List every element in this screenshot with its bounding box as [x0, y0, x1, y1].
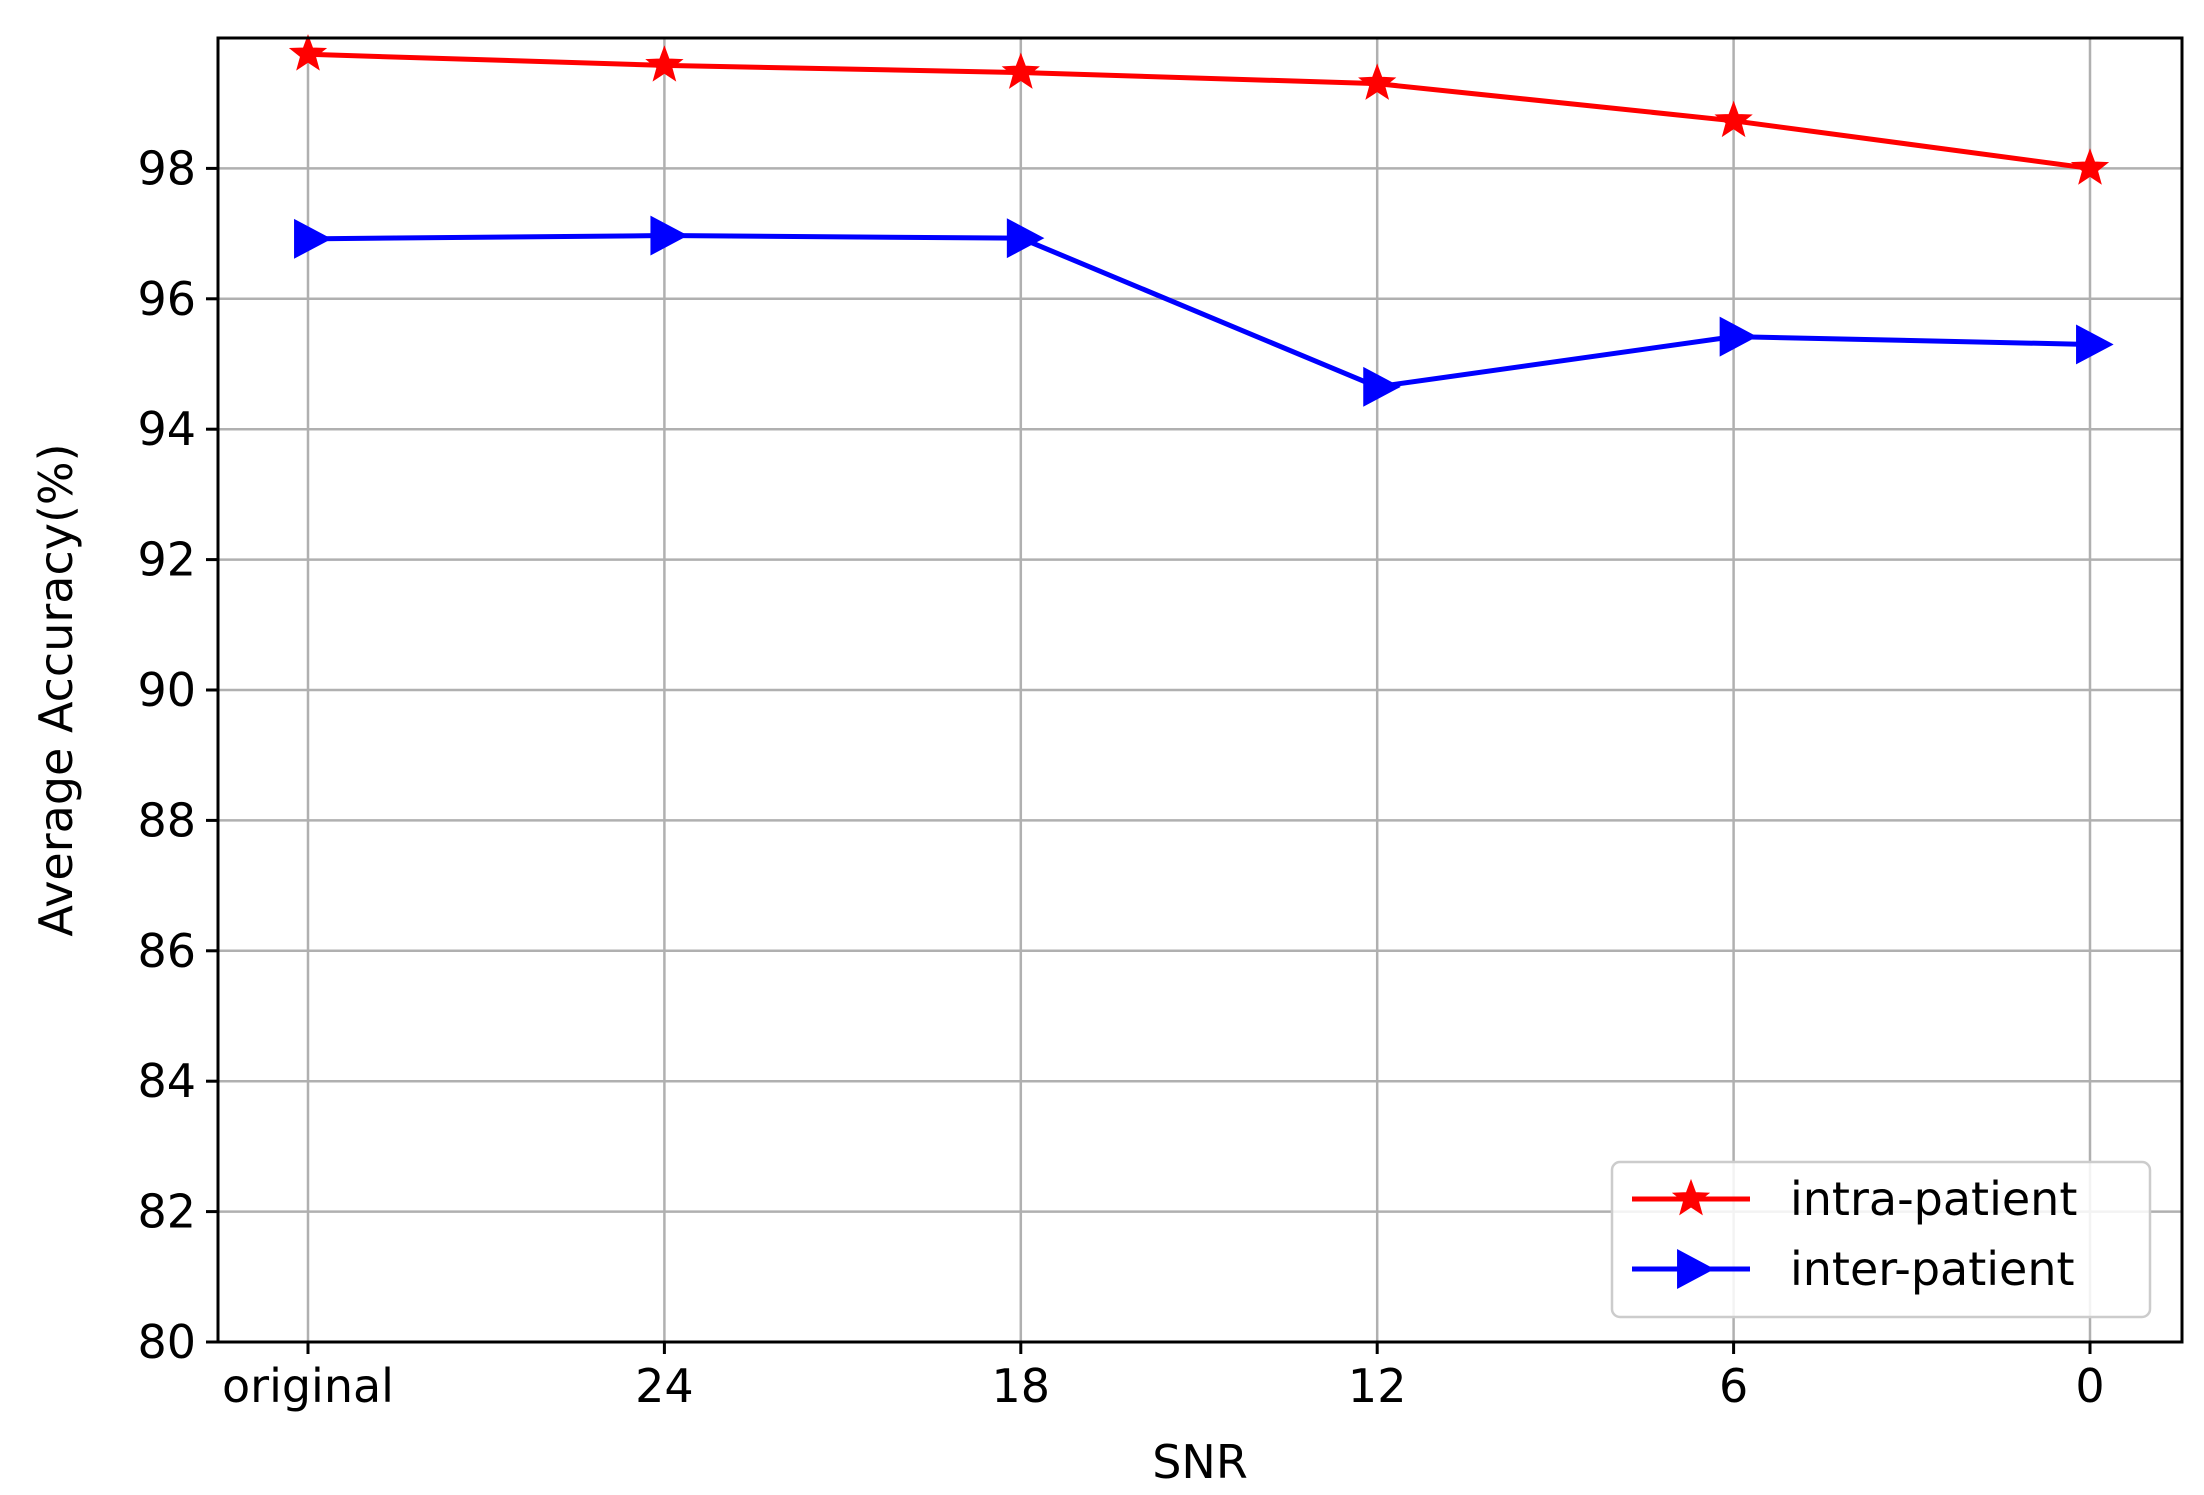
x-tick-label: 24 [635, 1359, 694, 1413]
x-tick-label: 0 [2075, 1359, 2104, 1413]
x-tick-label: 12 [1348, 1359, 1407, 1413]
triangle-marker [294, 218, 332, 259]
y-axis-ticks: 80 82 84 86 88 90 92 94 96 98 [137, 141, 218, 1369]
star-marker [1001, 52, 1040, 89]
y-tick-label: 86 [137, 924, 196, 978]
star-marker [1358, 63, 1397, 100]
x-axis-ticks: original 24 18 12 6 0 [222, 1342, 2105, 1413]
x-axis-label: SNR [1152, 1435, 1248, 1489]
series-line [307, 51, 2091, 171]
star-marker [645, 45, 684, 82]
triangle-marker [1719, 316, 1758, 357]
y-tick-label: 94 [137, 402, 196, 456]
series-inter-patient [294, 215, 2114, 407]
y-axis-label: Average Accuracy(%) [29, 443, 83, 936]
triangle-marker [1677, 1249, 1715, 1289]
series-line [307, 233, 2091, 390]
legend-label: inter-patient [1790, 1242, 2075, 1296]
legend: intra-patient inter-patient [1610, 1160, 2152, 1319]
star-marker [288, 34, 328, 71]
y-tick-label: 82 [137, 1185, 196, 1239]
y-tick-label: 90 [137, 663, 196, 717]
star-marker [1714, 100, 1753, 138]
x-tick-label: original [222, 1359, 394, 1413]
star-marker [2070, 148, 2110, 185]
triangle-marker [1006, 218, 1045, 259]
legend-label: intra-patient [1790, 1172, 2077, 1226]
star-marker [1671, 1178, 1711, 1216]
y-tick-label: 96 [137, 272, 196, 326]
y-tick-label: 92 [137, 533, 196, 587]
grid-lines [218, 38, 2182, 1344]
series-intra-patient [288, 34, 2110, 185]
y-tick-label: 98 [137, 141, 196, 195]
x-tick-label: 6 [1719, 1359, 1748, 1413]
triangle-marker [650, 215, 688, 256]
triangle-marker [2076, 324, 2114, 365]
series-group [288, 34, 2114, 407]
y-tick-label: 88 [137, 793, 196, 847]
y-tick-label: 84 [137, 1054, 196, 1108]
x-tick-label: 18 [992, 1359, 1051, 1413]
triangle-marker [1363, 366, 1401, 407]
y-tick-label: 80 [137, 1315, 196, 1369]
